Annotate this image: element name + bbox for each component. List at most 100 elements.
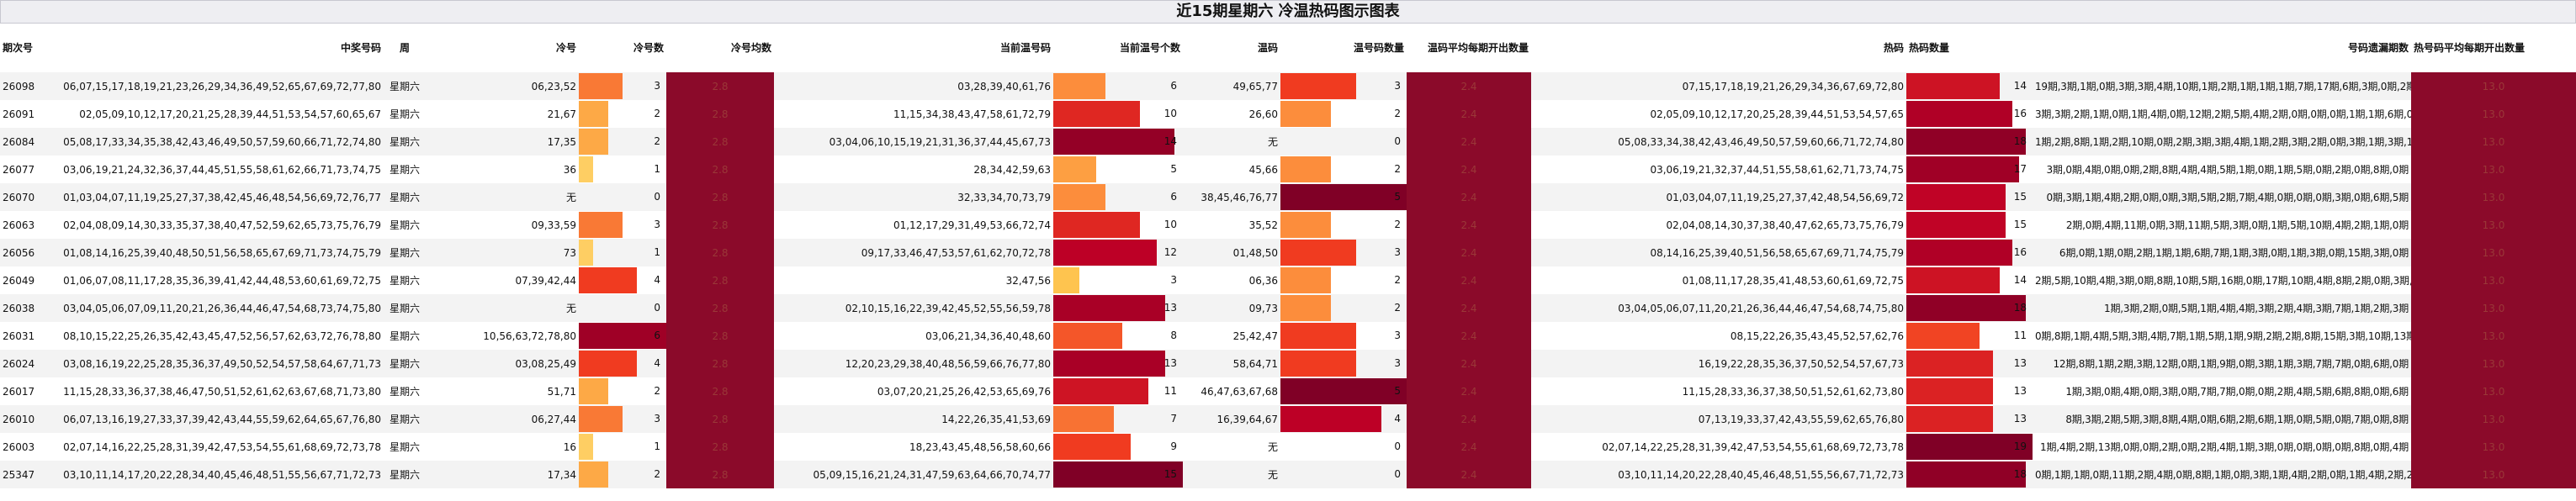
period-cell: 26056 xyxy=(0,239,50,266)
warm-current-count-cell-value: 6 xyxy=(1170,80,1177,92)
warm-count-cell-value: 2 xyxy=(1394,108,1401,119)
warm-count-cell-fill xyxy=(1280,351,1356,377)
warm-count-cell: 4 xyxy=(1280,405,1407,433)
hot-count-cell-value: 19 xyxy=(2013,440,2027,452)
cold-count-cell: 6 xyxy=(579,322,666,350)
cold-numbers-cell: 21,67 xyxy=(426,100,579,128)
miss-cell: 0期,8期,1期,4期,5期,3期,4期,7期,1期,5期,1期,9期,2期,2… xyxy=(2033,322,2411,350)
hot-count-cell-value: 13 xyxy=(2013,413,2027,425)
warm-count-cell-fill xyxy=(1280,73,1356,99)
cold-avg-cell: 2.8 xyxy=(666,183,774,211)
hot-count-cell-fill xyxy=(1906,101,2013,127)
cold-avg-cell-value: 2.8 xyxy=(712,163,729,176)
cold-avg-cell: 2.8 xyxy=(666,377,774,405)
col-warm-count: 温号码数量 xyxy=(1280,24,1407,72)
table-row: 26063 02,04,08,09,14,30,33,35,37,38,40,47… xyxy=(0,211,2576,239)
hot-count-cell-fill xyxy=(1906,184,2006,210)
hot-avg-cell-value: 13.0 xyxy=(2482,357,2505,370)
col-cold: 冷号 xyxy=(426,24,579,72)
warm-avg-cell-value: 2.4 xyxy=(1460,246,1477,259)
warm-count-cell-value: 2 xyxy=(1394,219,1401,230)
warm-avg-cell-value: 2.4 xyxy=(1460,80,1477,92)
hot-avg-cell: 13.0 xyxy=(2411,128,2576,156)
hot-count-cell-fill xyxy=(1906,73,2000,99)
cold-avg-cell: 2.8 xyxy=(666,128,774,156)
warm-current-count-cell-fill xyxy=(1053,184,1105,210)
cold-count-cell: 1 xyxy=(579,239,666,266)
week-cell: 星期六 xyxy=(384,266,426,294)
hot-avg-cell-value: 13.0 xyxy=(2482,385,2505,398)
warm-avg-cell-value: 2.4 xyxy=(1460,468,1477,481)
hot-avg-cell: 13.0 xyxy=(2411,100,2576,128)
warm-count-cell-fill xyxy=(1280,295,1331,321)
warm-count-cell-value: 0 xyxy=(1394,440,1401,452)
warm-count-cell-value: 3 xyxy=(1394,80,1401,92)
table-row: 26031 08,10,15,22,25,26,35,42,43,45,47,52… xyxy=(0,322,2576,350)
week-cell: 星期六 xyxy=(384,128,426,156)
week-cell: 星期六 xyxy=(384,239,426,266)
warm-avg-cell: 2.4 xyxy=(1407,433,1531,461)
warm-current-cell: 28,34,42,59,63 xyxy=(774,156,1053,183)
hot-count-cell-value: 18 xyxy=(2013,302,2027,314)
numbers-cell: 03,10,11,14,17,20,22,28,34,40,45,46,48,5… xyxy=(50,461,384,488)
cold-count-cell-value: 1 xyxy=(654,246,660,258)
table-row: 26024 03,08,16,19,22,25,28,35,36,37,49,50… xyxy=(0,350,2576,377)
warm-count-cell-fill xyxy=(1280,240,1356,266)
hot-count-cell-value: 15 xyxy=(2013,219,2027,230)
cold-count-cell-value: 4 xyxy=(654,274,660,286)
header-row: 期次号 中奖号码 周 冷号 冷号数 冷号均数 当前温号码 当前温号个数 温码 温… xyxy=(0,24,2576,72)
warm-current-count-cell: 6 xyxy=(1053,183,1183,211)
warm-current-count-cell: 7 xyxy=(1053,405,1183,433)
table-row: 26017 11,15,28,33,36,37,38,46,47,50,51,52… xyxy=(0,377,2576,405)
period-cell: 26098 xyxy=(0,72,50,100)
warm-count-cell: 0 xyxy=(1280,433,1407,461)
hot-count-cell: 16 xyxy=(1906,239,2033,266)
cold-avg-cell-value: 2.8 xyxy=(712,80,729,92)
cold-count-cell-value: 2 xyxy=(654,385,660,397)
warm-count-cell-fill xyxy=(1280,101,1331,127)
hot-count-cell: 18 xyxy=(1906,294,2033,322)
warm-avg-cell: 2.4 xyxy=(1407,461,1531,488)
hot-count-cell-fill xyxy=(1906,240,2013,266)
col-warm-current: 当前温号码 xyxy=(774,24,1053,72)
warm-current-count-cell: 13 xyxy=(1053,294,1183,322)
warm-current-cell: 32,33,34,70,73,79 xyxy=(774,183,1053,211)
warm-current-cell: 03,07,20,21,25,26,42,53,65,69,76 xyxy=(774,377,1053,405)
cold-count-cell-fill xyxy=(579,323,666,349)
cold-numbers-cell: 07,39,42,44 xyxy=(426,266,579,294)
hot-count-cell: 18 xyxy=(1906,461,2033,488)
cold-numbers-cell: 17,35 xyxy=(426,128,579,156)
warm-current-count-cell-fill xyxy=(1053,73,1105,99)
warm-current-count-cell-value: 3 xyxy=(1170,274,1177,286)
period-cell: 26077 xyxy=(0,156,50,183)
warm-current-cell: 03,06,21,34,36,40,48,60 xyxy=(774,322,1053,350)
warm-cell: 25,42,47 xyxy=(1183,322,1280,350)
miss-cell: 1期,2期,8期,1期,2期,10期,0期,2期,3期,3期,4期,1期,2期,… xyxy=(2033,128,2411,156)
cold-avg-cell-value: 2.8 xyxy=(712,219,729,231)
hot-avg-cell: 13.0 xyxy=(2411,72,2576,100)
cold-count-cell: 2 xyxy=(579,377,666,405)
hot-avg-cell: 13.0 xyxy=(2411,294,2576,322)
hot-count-cell-fill xyxy=(1906,323,1980,349)
warm-current-count-cell: 3 xyxy=(1053,266,1183,294)
warm-avg-cell-value: 2.4 xyxy=(1460,440,1477,453)
week-cell: 星期六 xyxy=(384,183,426,211)
hot-avg-cell: 13.0 xyxy=(2411,183,2576,211)
week-cell: 星期六 xyxy=(384,461,426,488)
hot-avg-cell-value: 13.0 xyxy=(2482,191,2505,203)
cold-count-cell-value: 2 xyxy=(654,108,660,119)
period-cell: 26031 xyxy=(0,322,50,350)
warm-count-cell-fill xyxy=(1280,156,1331,182)
cold-count-cell-fill xyxy=(579,434,594,460)
cold-numbers-cell: 16 xyxy=(426,433,579,461)
numbers-cell: 11,15,28,33,36,37,38,46,47,50,51,52,61,6… xyxy=(50,377,384,405)
hot-avg-cell: 13.0 xyxy=(2411,322,2576,350)
hot-count-cell: 19 xyxy=(1906,433,2033,461)
warm-avg-cell: 2.4 xyxy=(1407,100,1531,128)
table-row: 26077 03,06,19,21,24,32,36,37,44,45,51,55… xyxy=(0,156,2576,183)
hot-avg-cell: 13.0 xyxy=(2411,266,2576,294)
warm-count-cell: 0 xyxy=(1280,461,1407,488)
cold-numbers-cell: 09,33,59 xyxy=(426,211,579,239)
cold-avg-cell-value: 2.8 xyxy=(712,246,729,259)
cold-avg-cell: 2.8 xyxy=(666,156,774,183)
